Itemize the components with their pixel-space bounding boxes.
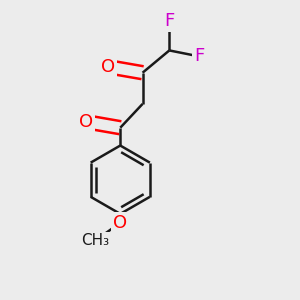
Text: O: O [79,113,93,131]
Text: CH₃: CH₃ [81,233,109,248]
Text: F: F [194,47,204,65]
Text: O: O [101,58,116,76]
Text: O: O [113,214,127,232]
Text: F: F [164,12,174,30]
